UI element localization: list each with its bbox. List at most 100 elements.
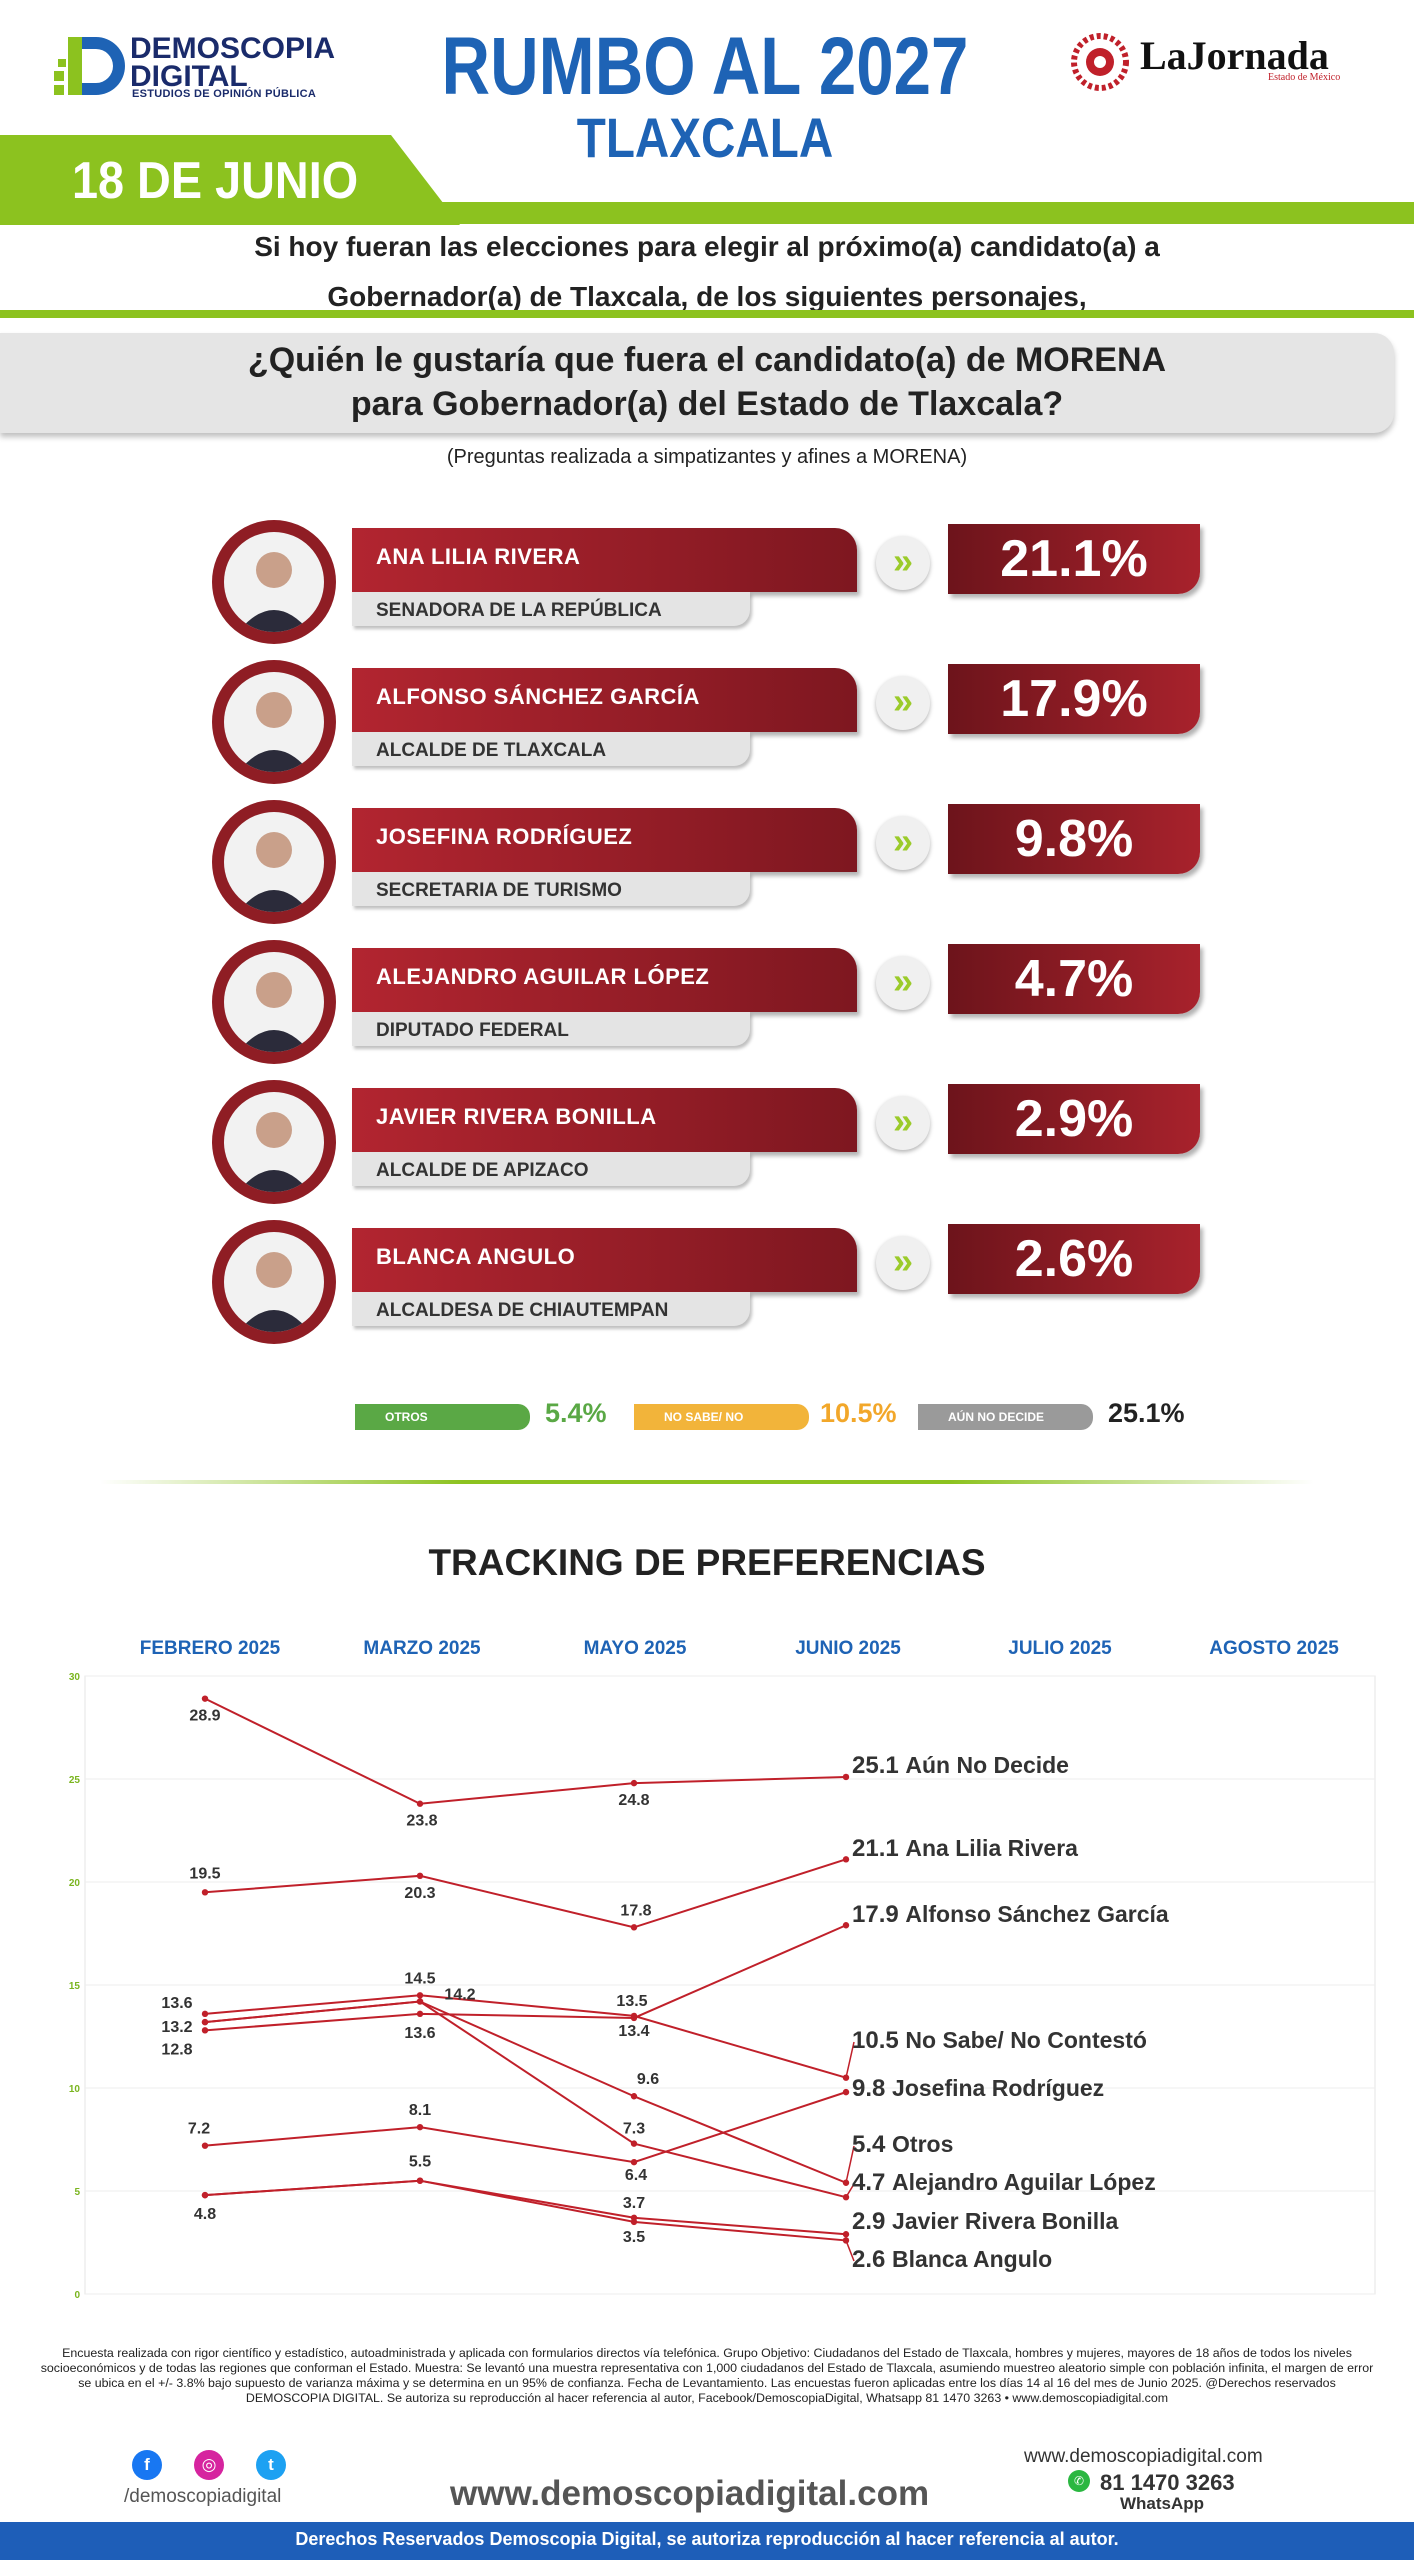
candidate-role: SENADORA DE LA REPÚBLICA: [376, 600, 662, 621]
candidate-pct: 2.6%: [1014, 1230, 1134, 1288]
intro-line2: Gobernador(a) de Tlaxcala, de los siguie…: [327, 281, 1087, 312]
series-end-name: No Sabe/ No Contestó: [905, 2027, 1147, 2053]
data-point: [201, 2191, 209, 2199]
series-line: [204, 1697, 847, 1805]
candidate-photo: [224, 672, 324, 772]
data-point: [842, 2237, 850, 2244]
data-point: [201, 1889, 209, 1896]
series-line: [204, 2179, 847, 2242]
whatsapp-icon: ✆: [1068, 2470, 1090, 2492]
logo-line2: DIGITAL: [130, 60, 248, 93]
data-point: [842, 1922, 850, 1929]
data-point: [842, 2088, 850, 2096]
y-tick-label: 20: [69, 1878, 81, 1889]
data-label: 8.1: [409, 2102, 431, 2119]
candidate-name: ANA LILIA RIVERA: [376, 544, 581, 569]
series-end-value: 21.1: [852, 1835, 905, 1862]
data-point: [416, 2177, 424, 2184]
page-title: RUMBO AL 2027: [441, 21, 969, 112]
rights-text: Derechos Reservados Demoscopia Digital, …: [295, 2529, 1119, 2549]
candidate-name: JAVIER RIVERA BONILLA: [376, 1104, 657, 1129]
candidate-pct: 4.7%: [1014, 950, 1134, 1008]
series-line: [204, 2000, 847, 2199]
website-link-main[interactable]: www.demoscopiadigital.com: [450, 2474, 930, 2513]
question-text: ¿Quién le gustaría que fuera el candidat…: [0, 338, 1414, 426]
partner-logo-sub: Estado de México: [1268, 72, 1341, 83]
data-label: 3.7: [623, 2195, 645, 2212]
data-label: 13.4: [618, 2023, 649, 2040]
y-tick-label: 10: [69, 2084, 81, 2095]
data-label: 4.8: [194, 2206, 216, 2223]
label-leader: [845, 2145, 855, 2183]
data-label: 3.5: [623, 2229, 645, 2246]
data-label: 13.6: [404, 2025, 435, 2042]
divider: [0, 310, 1414, 318]
candidate-row: JAVIER RIVERA BONILLA ALCALDE DE APIZACO »…: [0, 1080, 1414, 1210]
data-label: 17.8: [620, 1902, 651, 1919]
data-label: 13.6: [161, 1995, 192, 2012]
candidate-role-bar: [352, 732, 750, 766]
series-end-name: Ana Lilia Rivera: [905, 1835, 1078, 1861]
candidate-pct-box: [948, 1224, 1200, 1294]
logo-line1: DEMOSCOPIA: [130, 32, 336, 65]
candidate-role-bar: [352, 1012, 750, 1046]
series-end-value: 5.4: [852, 2131, 892, 2158]
series-end-value: 2.6: [852, 2246, 892, 2273]
candidate-photo: [224, 532, 324, 632]
data-point: [416, 1998, 424, 2005]
series-end-name: Blanca Angulo: [892, 2246, 1052, 2272]
data-point: [416, 1800, 424, 1807]
data-point: [201, 2010, 209, 2018]
series-line: [204, 1924, 847, 2032]
instagram-icon[interactable]: ◎: [194, 2450, 224, 2480]
tracking-chart: 0 5 10 15 20 25 30 28.9 23.8 24.8 25.1 Aún No Deci…: [69, 1672, 1376, 2301]
series-line: [204, 2000, 847, 2184]
label-leader: [845, 2240, 855, 2262]
series-end-label: 10.5 No Sabe/ No Contestó: [852, 2027, 1147, 2054]
series-end-label: 25.1 Aún No Decide: [852, 1752, 1069, 1779]
data-label: 24.8: [618, 1792, 649, 1809]
data-point: [630, 1779, 638, 1787]
y-tick-label: 5: [74, 2187, 80, 2198]
series-end-value: 9.8: [852, 2075, 892, 2102]
candidate-role: ALCALDESA DE CHIAUTEMPAN: [376, 1300, 669, 1321]
series-end-name: Josefina Rodríguez: [892, 2075, 1104, 2101]
label-leader: [845, 2183, 855, 2198]
intro-line1: Si hoy fueran las elecciones para elegir…: [254, 231, 1160, 262]
data-label: 23.8: [406, 1813, 437, 1830]
social-handle[interactable]: /demoscopiadigital: [124, 2486, 282, 2507]
data-label: 13.2: [161, 2019, 192, 2036]
phone-number[interactable]: 81 1470 3263: [1100, 2470, 1235, 2495]
data-point: [201, 1695, 209, 1702]
candidate-row: ALFONSO SÁNCHEZ GARCÍA ALCALDE DE TLAXCAL…: [0, 660, 1414, 790]
y-tick-label: 15: [69, 1981, 81, 1992]
data-point: [201, 2142, 209, 2149]
data-point: [416, 1992, 424, 1999]
chevron-right-icon: »: [876, 1096, 930, 1150]
series-end-name: Otros: [892, 2131, 953, 2157]
website-link-small[interactable]: www.demoscopiadigital.com: [1024, 2446, 1263, 2467]
question-line2: para Gobernador(a) del Estado de Tlaxcal…: [350, 385, 1064, 423]
series-end-value: 25.1: [852, 1752, 905, 1779]
candidate-pct: 9.8%: [1014, 810, 1134, 868]
demoscopia-logo-mark: [54, 37, 125, 95]
series-end-label: 21.1 Ana Lilia Rivera: [852, 1835, 1078, 1862]
chevron-right-icon: »: [876, 1236, 930, 1290]
data-label: 5.5: [409, 2154, 431, 2171]
candidate-pct-box: [948, 1084, 1200, 1154]
month-header: MARZO 2025: [363, 1638, 481, 1659]
candidate-photo: [224, 952, 324, 1052]
others-value: 10.5%: [820, 1398, 897, 1428]
series-end-value: 17.9: [852, 1901, 905, 1928]
candidate-role-bar: [352, 1152, 750, 1186]
month-header: MAYO 2025: [583, 1638, 687, 1659]
question-box: [0, 333, 1394, 433]
candidate-photo: [224, 1232, 324, 1332]
chevron-right-icon: »: [876, 816, 930, 870]
candidate-name: ALFONSO SÁNCHEZ GARCÍA: [376, 684, 700, 709]
facebook-icon[interactable]: f: [132, 2450, 162, 2480]
data-point: [630, 2093, 638, 2100]
series-end-value: 2.9: [852, 2208, 892, 2235]
twitter-icon[interactable]: t: [256, 2450, 286, 2480]
data-label: 7.3: [623, 2121, 645, 2138]
